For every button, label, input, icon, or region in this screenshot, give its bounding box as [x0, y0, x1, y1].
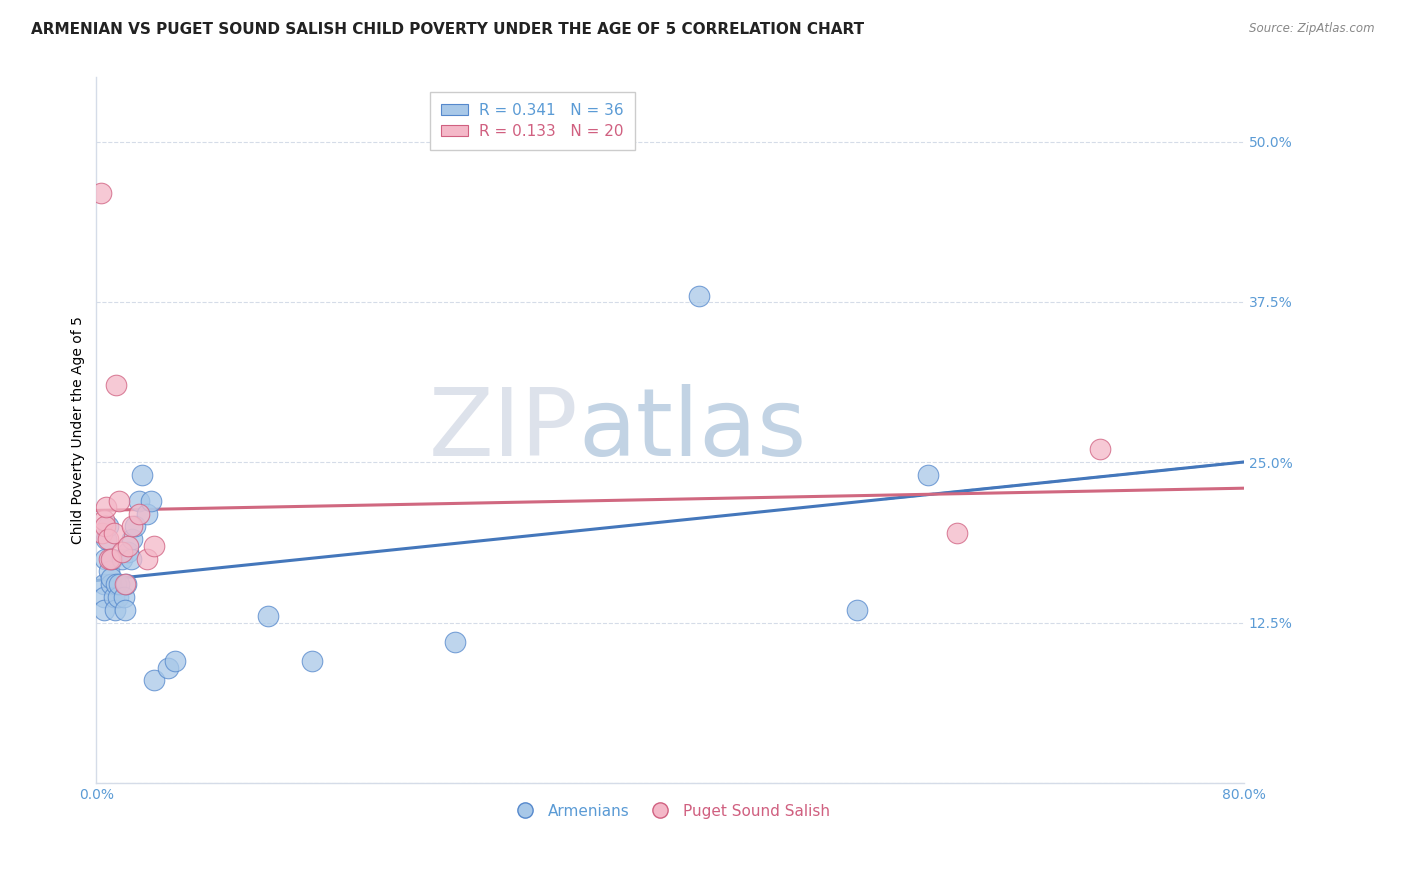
Point — [117, 545, 139, 559]
Text: Source: ZipAtlas.com: Source: ZipAtlas.com — [1250, 22, 1375, 36]
Point — [135, 551, 157, 566]
Point — [108, 577, 131, 591]
Point — [101, 551, 124, 566]
Text: ZIP: ZIP — [429, 384, 578, 476]
Point — [120, 551, 142, 566]
Point — [98, 551, 121, 566]
Point — [105, 577, 128, 591]
Point — [93, 577, 115, 591]
Point — [444, 635, 467, 649]
Point — [97, 533, 120, 547]
Point — [98, 565, 121, 579]
Point — [117, 539, 139, 553]
Point — [301, 654, 323, 668]
Point — [121, 519, 143, 533]
Point — [90, 186, 112, 200]
Point — [96, 533, 118, 547]
Point — [114, 603, 136, 617]
Point — [257, 609, 280, 624]
Point — [688, 288, 710, 302]
Point — [94, 519, 117, 533]
Point — [108, 493, 131, 508]
Point — [104, 603, 127, 617]
Point — [105, 378, 128, 392]
Text: atlas: atlas — [578, 384, 807, 476]
Point — [100, 577, 122, 591]
Point — [142, 673, 165, 688]
Point — [111, 551, 134, 566]
Point — [128, 493, 150, 508]
Point — [97, 519, 120, 533]
Point — [115, 577, 138, 591]
Point — [114, 577, 136, 591]
Point — [100, 571, 122, 585]
Point — [107, 590, 129, 604]
Point — [139, 493, 162, 508]
Point — [157, 660, 180, 674]
Point — [100, 551, 122, 566]
Point — [96, 500, 118, 515]
Point — [124, 519, 146, 533]
Point — [917, 468, 939, 483]
Point — [135, 507, 157, 521]
Point — [946, 525, 969, 540]
Legend: Armenians, Puget Sound Salish: Armenians, Puget Sound Salish — [503, 797, 837, 825]
Point — [112, 590, 135, 604]
Point — [103, 590, 125, 604]
Point — [121, 533, 143, 547]
Point — [94, 551, 117, 566]
Point — [93, 513, 115, 527]
Point — [91, 525, 114, 540]
Point — [111, 545, 134, 559]
Point — [103, 525, 125, 540]
Text: ARMENIAN VS PUGET SOUND SALISH CHILD POVERTY UNDER THE AGE OF 5 CORRELATION CHAR: ARMENIAN VS PUGET SOUND SALISH CHILD POV… — [31, 22, 865, 37]
Point — [93, 590, 115, 604]
Point — [131, 468, 153, 483]
Y-axis label: Child Poverty Under the Age of 5: Child Poverty Under the Age of 5 — [72, 317, 86, 544]
Point — [128, 507, 150, 521]
Point — [93, 603, 115, 617]
Point — [165, 654, 187, 668]
Point — [142, 539, 165, 553]
Point — [1090, 442, 1112, 457]
Point — [845, 603, 868, 617]
